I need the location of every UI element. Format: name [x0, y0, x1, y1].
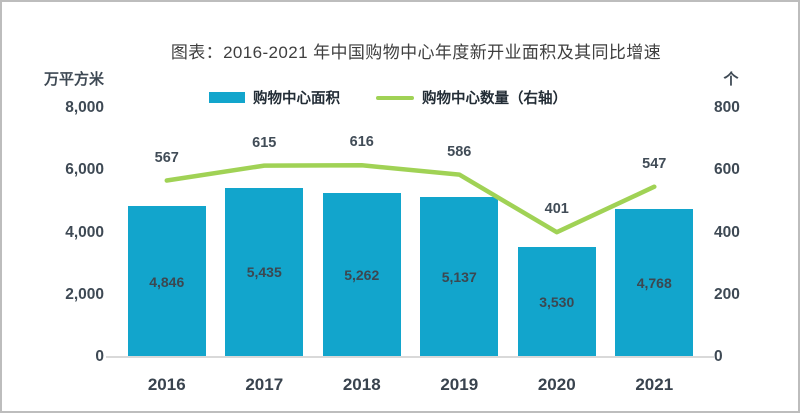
- x-axis-label: 2019: [440, 375, 479, 394]
- left-axis-tick: 4,000: [65, 223, 104, 241]
- legend: 购物中心面积 购物中心数量（右轴）: [2, 87, 774, 108]
- line-point-label: 547: [642, 155, 667, 172]
- x-axis-label: 2016: [147, 375, 186, 394]
- line-point-label: 615: [252, 134, 277, 151]
- right-axis-tick: 400: [714, 223, 740, 241]
- bar-value-label: 5,435: [246, 264, 282, 281]
- left-axis-tick: 0: [95, 348, 104, 365]
- right-axis-tick: 200: [714, 285, 740, 303]
- right-axis-tick: 0: [714, 348, 723, 365]
- line-point-label: 586: [447, 143, 472, 160]
- line-swatch-icon: [376, 95, 414, 100]
- bar-value-label: 4,846: [149, 273, 185, 290]
- bar-value-label: 5,262: [344, 267, 380, 284]
- legend-item-count: 购物中心数量（右轴）: [376, 87, 567, 108]
- left-axis-unit: 万平方米: [43, 71, 104, 88]
- x-axis-label: 2020: [537, 375, 576, 394]
- right-axis-unit: 个: [723, 71, 739, 88]
- chart-title: 图表：2016-2021 年中国购物中心年度新开业面积及其同比增速: [170, 43, 662, 62]
- x-axis-label: 2017: [245, 375, 284, 394]
- bar-value-label: 4,768: [636, 274, 672, 291]
- bar-swatch-icon: [209, 92, 245, 103]
- x-axis-label: 2021: [635, 375, 674, 394]
- left-axis-tick: 2,000: [65, 285, 104, 303]
- bar: [517, 247, 596, 357]
- legend-label-area: 购物中心面积: [253, 91, 340, 107]
- bar-value-label: 3,530: [539, 294, 575, 311]
- legend-item-area: 购物中心面积: [209, 87, 340, 108]
- left-axis-tick: 6,000: [65, 161, 104, 179]
- left-axis-tick: 8,000: [65, 99, 104, 116]
- bar-value-label: 5,137: [441, 269, 477, 286]
- x-axis-line: [106, 356, 714, 358]
- right-axis-tick: 600: [714, 161, 740, 179]
- line-point-label: 567: [154, 149, 179, 166]
- line-point-label: 616: [349, 134, 374, 151]
- legend-label-count: 购物中心数量（右轴）: [422, 91, 567, 107]
- x-axis-label: 2018: [342, 375, 381, 394]
- right-axis-tick: 800: [714, 99, 740, 116]
- line-point-label: 401: [544, 201, 569, 218]
